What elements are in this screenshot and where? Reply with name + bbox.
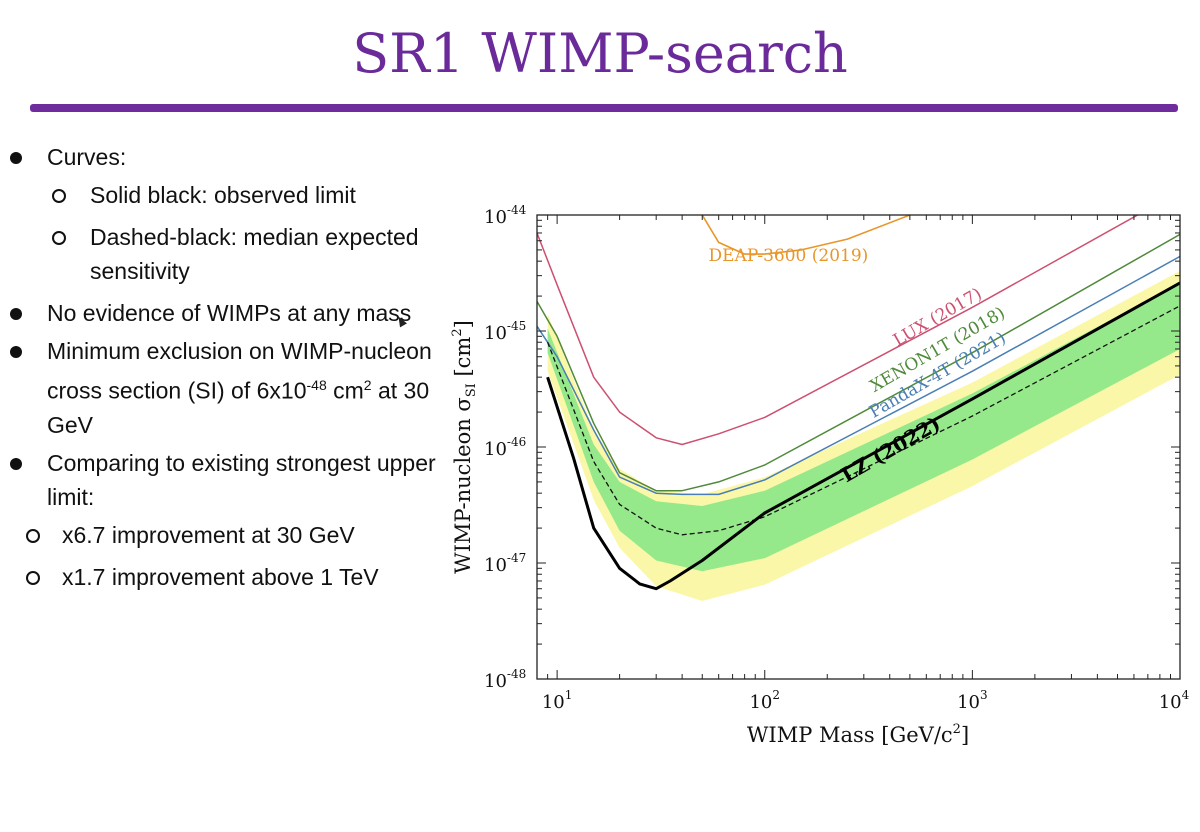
y-tick-label: 10-47: [484, 551, 526, 576]
bullet-list: Curves: Solid black: observed limit Dash…: [0, 140, 440, 602]
bullet-ring-icon: [26, 570, 40, 585]
bullet-dot-icon: [10, 346, 22, 358]
sensitivity-bands: [547, 270, 1180, 601]
slide-title: SR1 WIMP-search: [352, 22, 848, 85]
x-tick-label: 103: [957, 688, 988, 713]
bullet-dot-icon: [10, 308, 22, 320]
title-underline: [30, 104, 1178, 112]
xenon1t-2018-curve: [537, 233, 1180, 492]
2-sensitivity-band: [547, 270, 1180, 601]
x-tick-label: 104: [1159, 688, 1190, 713]
bullet-imp1: x6.7 improvement at 30 GeV: [0, 518, 440, 552]
lux-2017-curve: [537, 215, 1140, 446]
y-tick-label: 10-45: [484, 319, 526, 344]
bullet-ring-icon: [52, 189, 66, 203]
lz-median-expected-curve: [546, 305, 1180, 536]
bullet-dashed: Dashed-black: median expected sensitivit…: [0, 220, 440, 288]
deap-3600-2019-label: DEAP-3600 (2019): [709, 246, 869, 266]
bullet-imp2: x1.7 improvement above 1 TeV: [0, 560, 440, 594]
x-axis-label: WIMP Mass [GeV/c2]: [747, 722, 969, 747]
wimp-limit-chart: 101 102 103 104 10-44 10-45 10-46 10-47 10-48 DE…: [450, 203, 1190, 747]
x-tick-label: 101: [542, 688, 573, 713]
y-axis-label: WIMP-nucleon σSI [cm2]: [450, 320, 479, 574]
bullet-dot-icon: [10, 457, 22, 470]
bullet-min-exclusion: Minimum exclusion on WIMP-nucleon cross …: [0, 334, 440, 442]
lz-2022-curve: [546, 281, 1180, 591]
y-tick-label: 10-44: [484, 203, 527, 228]
x-tick-label: 102: [749, 688, 780, 713]
bullet-ring-icon: [52, 231, 66, 245]
bullet-curves: Curves:: [0, 140, 440, 174]
y-tick-label: 10-46: [484, 435, 526, 460]
limit-curves: [537, 215, 1180, 591]
bullet-solid: Solid black: observed limit: [0, 178, 440, 212]
bullet-ring-icon: [26, 528, 40, 543]
deap-3600-2019-curve: [701, 215, 911, 255]
bullet-comparing: Comparing to existing strongest upper li…: [0, 446, 440, 514]
axis-ticks: 101 102 103 104 10-44 10-45 10-46 10-47 10-48: [484, 203, 1190, 713]
y-tick-label: 10-48: [484, 667, 526, 692]
pandax-4t-2021-curve: [537, 255, 1180, 496]
bullet-no-evidence: No evidence of WIMPs at any mass: [0, 296, 440, 330]
bullet-dot-icon: [10, 152, 22, 164]
